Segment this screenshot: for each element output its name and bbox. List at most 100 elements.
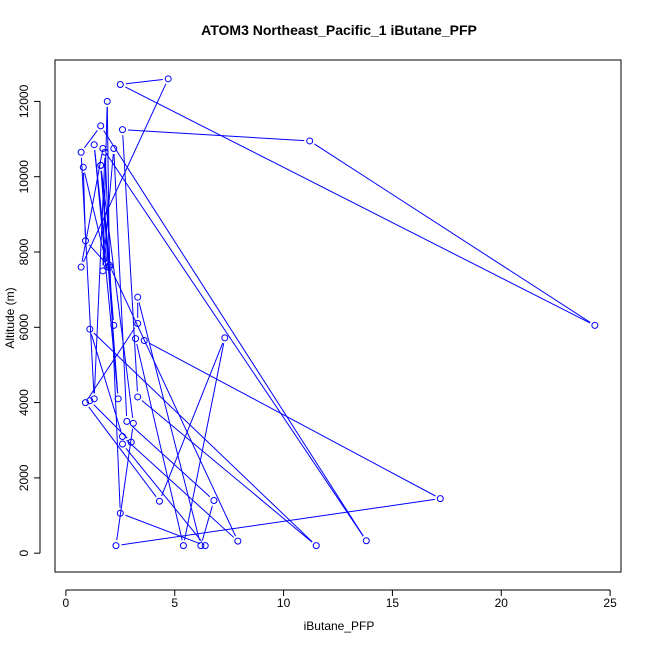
data-point	[97, 161, 105, 169]
data-point	[306, 137, 314, 145]
data-point	[179, 542, 187, 550]
series-line-segment	[100, 170, 119, 394]
y-axis: 0 2000 4000 6000 8000 10000 12000	[17, 84, 41, 557]
data-point	[129, 419, 137, 427]
plot-frame	[54, 59, 622, 573]
y-tick-label: 0	[17, 550, 31, 557]
series-line-segment	[141, 400, 313, 543]
data-point	[234, 537, 242, 545]
data-point	[118, 440, 126, 448]
data-point	[79, 163, 87, 171]
data-point	[201, 542, 209, 550]
y-tick-label: 2000	[17, 464, 31, 491]
x-tick-label: 5	[171, 596, 178, 610]
data-point	[210, 496, 218, 504]
data-point	[110, 144, 118, 152]
series-line-segment	[125, 447, 203, 542]
data-point	[110, 321, 118, 329]
data-point	[127, 438, 135, 446]
series-line-segment	[93, 332, 313, 543]
data-point	[116, 80, 124, 88]
data-point	[90, 141, 98, 149]
y-tick-label: 4000	[17, 389, 31, 416]
data-point	[103, 263, 111, 271]
data-point	[134, 393, 142, 401]
data-point	[197, 542, 205, 550]
data-point	[118, 432, 126, 440]
data-point	[99, 267, 107, 275]
series-line-segment	[93, 404, 128, 439]
series-line-segment	[124, 86, 591, 324]
data-point	[97, 122, 105, 130]
series-line-segment	[84, 129, 98, 149]
data-point	[155, 497, 163, 505]
x-tick-label: 0	[63, 596, 70, 610]
series-line-segment	[93, 157, 106, 394]
data-point	[123, 417, 131, 425]
series-line-segment	[126, 439, 235, 538]
data-point	[101, 148, 109, 156]
series-line-segment	[125, 78, 163, 85]
series-line-segment	[127, 129, 305, 142]
series-line-segment	[184, 343, 225, 541]
data-point	[77, 148, 85, 156]
x-axis-label: iButane_PFP	[304, 619, 375, 633]
data-point	[114, 395, 122, 403]
data-point	[164, 75, 172, 83]
series-line-segment	[201, 505, 213, 541]
series-line-segment	[122, 135, 138, 392]
series-line-segment	[82, 83, 167, 263]
data-point	[118, 126, 126, 134]
data-point	[86, 325, 94, 333]
chart-title: ATOM3 Northeast_Pacific_1 iButane_PFP	[201, 22, 477, 38]
series-line-segment	[88, 327, 136, 399]
series-line-segment	[94, 150, 108, 262]
data-point	[86, 397, 94, 405]
data-point	[81, 399, 89, 407]
data-point	[105, 263, 113, 271]
series-line-segment	[138, 302, 200, 541]
data-point	[103, 97, 111, 105]
series-line-segment	[102, 153, 114, 266]
series-line-segment	[111, 269, 236, 537]
y-tick-label: 12000	[17, 84, 31, 118]
data-point	[116, 509, 124, 517]
x-tick-label: 20	[495, 596, 509, 610]
data-point	[362, 537, 370, 545]
data-point	[99, 144, 107, 152]
series-line-segment	[130, 424, 211, 498]
x-tick-label: 25	[603, 596, 617, 610]
data-point	[140, 336, 148, 344]
data-point	[112, 542, 120, 550]
series-line-segment	[103, 130, 364, 537]
data-point	[134, 293, 142, 301]
series-line-segment	[104, 157, 121, 508]
data-point	[105, 261, 113, 269]
series-line-segment	[80, 157, 95, 394]
series-line-segment	[113, 153, 128, 416]
series-line-segment	[116, 428, 134, 541]
data-point	[90, 395, 98, 403]
x-tick-label: 10	[277, 596, 291, 610]
data-point	[591, 321, 599, 329]
series-line-segment	[161, 342, 224, 497]
data-point	[77, 263, 85, 271]
y-tick-label: 8000	[17, 238, 31, 265]
series-line-segment	[88, 406, 157, 498]
series-line-segment	[148, 342, 436, 497]
series-line-segment	[125, 514, 201, 545]
series-line-segment	[84, 172, 107, 262]
series-line-segment	[105, 152, 364, 537]
data-series-lines	[80, 78, 591, 546]
data-point	[436, 495, 444, 503]
y-axis-label: Altitude (m)	[3, 287, 17, 348]
series-line-segment	[314, 143, 591, 323]
x-tick-label: 15	[386, 596, 400, 610]
data-point	[81, 237, 89, 245]
data-point	[134, 320, 142, 328]
x-axis: 0 5 10 15 20 25	[63, 589, 617, 610]
data-point	[221, 334, 229, 342]
series-line-segment	[102, 106, 108, 266]
